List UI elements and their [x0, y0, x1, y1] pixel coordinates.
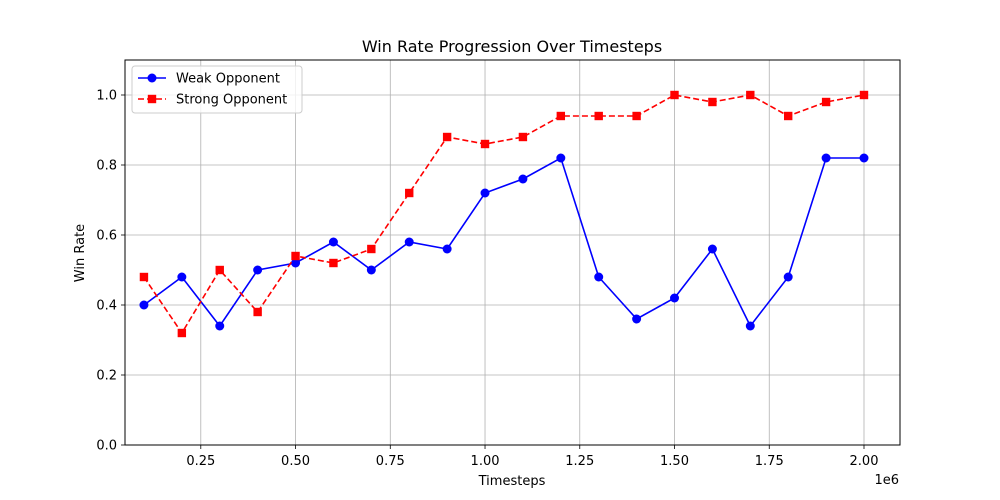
data-point-weak-opponent	[859, 153, 869, 163]
data-point-strong-opponent	[329, 258, 338, 268]
data-point-weak-opponent	[442, 244, 452, 254]
data-point-strong-opponent	[480, 139, 490, 149]
x-tick-label: 0.50	[281, 454, 310, 469]
data-point-weak-opponent	[556, 153, 566, 163]
data-point-strong-opponent	[821, 97, 831, 107]
x-tick-label: 1.50	[660, 454, 689, 469]
x-tick-label: 1.00	[471, 454, 500, 469]
data-point-strong-opponent	[442, 132, 452, 142]
data-point-strong-opponent	[291, 251, 300, 261]
x-tick-label: 1.25	[565, 454, 594, 469]
legend-marker-strong-opponent	[147, 94, 157, 104]
y-axis-label: Win Rate	[73, 224, 88, 282]
data-point-strong-opponent	[632, 111, 641, 121]
data-point-strong-opponent	[139, 272, 149, 282]
data-point-strong-opponent	[670, 90, 679, 100]
x-tick-label: 1.75	[755, 454, 784, 469]
data-point-strong-opponent	[594, 111, 603, 121]
data-point-weak-opponent	[177, 272, 187, 282]
y-tick-label: 0.4	[96, 299, 117, 314]
data-point-weak-opponent	[291, 258, 301, 268]
data-point-weak-opponent	[821, 153, 831, 163]
series-layer	[139, 90, 869, 338]
data-point-weak-opponent	[328, 237, 338, 247]
y-tick-label: 0.6	[96, 229, 117, 244]
data-point-weak-opponent	[707, 244, 717, 254]
data-point-strong-opponent	[556, 111, 566, 121]
y-tick-label: 0.0	[96, 439, 117, 454]
data-point-weak-opponent	[139, 300, 149, 310]
x-axis-label: Timesteps	[478, 474, 546, 489]
legend-label-weak-opponent: Weak Opponent	[176, 72, 280, 87]
legend: Weak Opponent Strong Opponent	[131, 65, 303, 114]
legend-label-strong-opponent: Strong Opponent	[176, 93, 287, 108]
plot-frame	[124, 59, 901, 446]
data-point-strong-opponent	[708, 97, 717, 107]
series-strong-opponent	[139, 90, 869, 338]
data-point-strong-opponent	[746, 90, 755, 100]
y-tick-label: 0.2	[96, 369, 117, 384]
data-point-strong-opponent	[253, 307, 262, 317]
series-weak-opponent	[139, 153, 869, 331]
grid-lines	[125, 60, 900, 446]
data-point-weak-opponent	[215, 321, 225, 331]
legend-marker-weak-opponent	[147, 73, 157, 83]
data-point-weak-opponent	[404, 237, 414, 247]
chart-title: Win Rate Progression Over Timesteps	[362, 37, 662, 56]
y-axis-ticks: 0.0 0.2 0.4 0.6 0.8 1.0	[96, 89, 125, 454]
y-tick-label: 0.8	[96, 159, 117, 174]
data-point-weak-opponent	[366, 265, 376, 275]
data-point-weak-opponent	[745, 321, 755, 331]
x-tick-label: 0.25	[186, 454, 215, 469]
series-line-strong-opponent	[143, 94, 865, 335]
x-tick-label: 2.00	[850, 454, 879, 469]
data-point-weak-opponent	[518, 174, 528, 184]
data-point-strong-opponent	[784, 111, 793, 121]
data-point-weak-opponent	[670, 293, 680, 303]
data-point-strong-opponent	[177, 328, 187, 338]
data-point-weak-opponent	[632, 314, 642, 324]
x-axis-offset-label: 1e6	[874, 473, 899, 488]
data-point-weak-opponent	[594, 272, 604, 282]
x-tick-label: 0.75	[376, 454, 405, 469]
data-point-strong-opponent	[518, 132, 528, 142]
data-point-weak-opponent	[480, 188, 490, 198]
legend-box	[131, 65, 303, 114]
series-line-weak-opponent	[143, 156, 864, 328]
data-point-strong-opponent	[367, 244, 376, 254]
x-axis-ticks: 0.25 0.50 0.75 1.00 1.25 1.50 1.75 2.00	[186, 445, 878, 469]
data-point-weak-opponent	[783, 272, 793, 282]
data-point-strong-opponent	[859, 90, 869, 100]
data-point-weak-opponent	[253, 265, 263, 275]
data-point-strong-opponent	[405, 188, 414, 198]
data-point-strong-opponent	[215, 265, 224, 275]
y-tick-label: 1.0	[96, 89, 117, 104]
